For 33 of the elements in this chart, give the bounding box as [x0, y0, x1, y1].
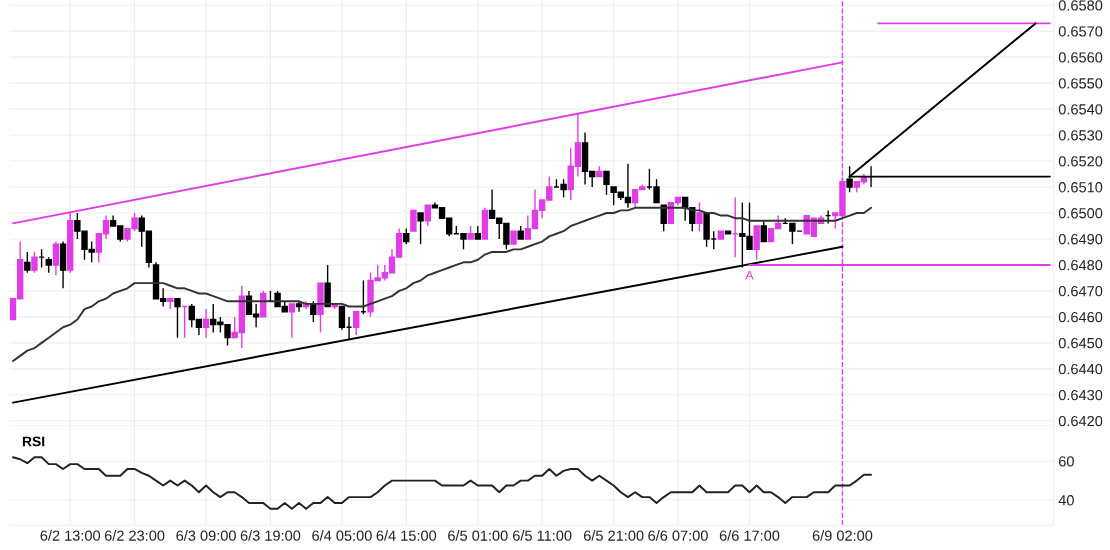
- annotation: A: [745, 270, 754, 280]
- x-tick-label: 6/6 17:00: [719, 530, 780, 541]
- x-tick-label: 6/5 11:00: [513, 530, 572, 541]
- y-tick-label: 60: [1058, 456, 1074, 467]
- y-tick-label: 0.6540: [1058, 104, 1103, 115]
- x-tick-label: 6/3 09:00: [176, 530, 236, 541]
- y-tick-label: 0.6440: [1058, 363, 1103, 375]
- x-tick-label: 6/6 07:00: [648, 530, 708, 541]
- y-tick-label: 0.6460: [1058, 311, 1103, 323]
- y-tick-label: 40: [1058, 495, 1074, 506]
- x-tick-label: 6/4 05:00: [312, 530, 372, 541]
- y-tick-label: 0.6490: [1058, 234, 1103, 245]
- x-tick-label: 6/3 19:00: [240, 530, 301, 541]
- x-tick-label: 6/9 02:00: [812, 530, 873, 541]
- y-tick-label: 0.6530: [1058, 130, 1103, 141]
- y-tick-label: 0.6480: [1058, 260, 1103, 271]
- y-tick-label: 0.6550: [1058, 78, 1103, 89]
- y-tick-label: 0.6470: [1058, 286, 1103, 297]
- text: RSI: [22, 436, 45, 447]
- x-tick-label: 6/5 21:00: [583, 530, 644, 541]
- y-tick-label: 0.6450: [1058, 337, 1103, 349]
- y-tick-label: 0.6510: [1058, 182, 1103, 193]
- x-tick-label: 6/5 01:00: [448, 530, 508, 541]
- y-tick-label: 0.6560: [1058, 52, 1103, 63]
- y-tick-label: 0.6500: [1058, 208, 1103, 219]
- y-tick-label: 0.6580: [1058, 0, 1103, 11]
- x-tick-label: 6/2 23:00: [104, 530, 165, 541]
- x-tick-label: 6/2 13:00: [40, 530, 101, 541]
- y-tick-label: 0.6420: [1058, 415, 1103, 427]
- y-tick-label: 0.6570: [1058, 26, 1103, 37]
- x-tick-label: 6/4 15:00: [376, 530, 437, 541]
- y-tick-label: 0.6430: [1058, 389, 1103, 401]
- y-tick-label: 0.6520: [1058, 156, 1103, 167]
